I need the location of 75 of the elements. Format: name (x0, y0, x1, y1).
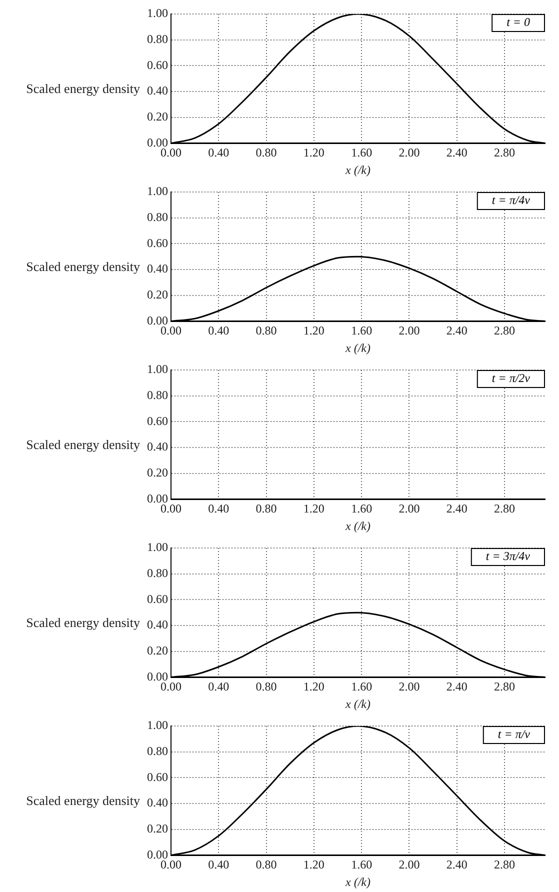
x-tick-label: 2.40 (446, 680, 468, 694)
y-axis-title: Scaled energy density (25, 259, 141, 275)
y-tick-label: 0.40 (147, 618, 168, 632)
x-tick-label: 2.00 (398, 858, 420, 872)
y-tick-label: 0.60 (147, 770, 168, 784)
y-tick-label: 0.40 (147, 796, 168, 810)
x-axis-title: x (/k) (344, 874, 370, 889)
x-axis-title: x (/k) (344, 518, 370, 533)
x-tick-label: 0.80 (256, 680, 277, 694)
y-tick-label: 0.60 (147, 58, 168, 72)
y-axis-title: Scaled energy density (25, 615, 141, 631)
x-tick-label: 1.60 (351, 146, 372, 160)
y-tick-label: 0.60 (147, 592, 168, 606)
x-axis-title: x (/k) (344, 162, 370, 177)
x-axis-title: x (/k) (344, 696, 370, 711)
text: t = π/2v (492, 371, 531, 386)
x-tick-label: 1.20 (303, 324, 324, 338)
x-tick-label: 0.40 (208, 324, 230, 338)
y-tick-label: 0.80 (147, 744, 168, 758)
x-tick-label: 0.80 (256, 858, 277, 872)
y-tick-label: 1.00 (147, 362, 168, 376)
y-axis-title: Scaled energy density (25, 81, 141, 97)
x-tick-label: 0.80 (256, 502, 277, 516)
y-tick-label: 0.20 (147, 288, 168, 302)
x-tick-label: 1.20 (303, 502, 324, 516)
y-tick-label: 1.00 (147, 6, 168, 20)
x-tick-label: 2.00 (398, 502, 420, 516)
x-axis-title: x (/k) (344, 340, 370, 355)
y-tick-label: 0.80 (147, 32, 168, 46)
x-tick-label: 2.80 (494, 146, 516, 160)
x-tick-label: 1.60 (351, 502, 372, 516)
text: t = π/v (498, 727, 531, 742)
y-tick-label: 0.80 (147, 210, 168, 224)
x-tick-label: 1.60 (351, 858, 372, 872)
x-tick-label: 1.60 (351, 324, 372, 338)
x-tick-label: 2.80 (494, 502, 516, 516)
text: t = 3π/4v (486, 549, 531, 564)
x-tick-label: 2.80 (494, 680, 516, 694)
x-tick-label: 1.20 (303, 680, 324, 694)
y-tick-label: 0.40 (147, 84, 168, 98)
y-tick-label: 1.00 (147, 184, 168, 198)
y-tick-label: 0.40 (147, 440, 168, 454)
x-tick-label: 0.80 (256, 146, 277, 160)
x-tick-label: 0.40 (208, 858, 230, 872)
x-tick-label: 2.40 (446, 502, 468, 516)
x-tick-label: 1.20 (303, 858, 324, 872)
y-axis-title: Scaled energy density (25, 437, 141, 453)
text: t = π/4v (492, 193, 531, 208)
y-tick-label: 0.80 (147, 566, 168, 580)
x-tick-label: 2.00 (398, 324, 420, 338)
x-tick-label: 0.40 (208, 146, 230, 160)
text: t = 0 (506, 15, 530, 30)
y-tick-label: 0.20 (147, 822, 168, 836)
y-tick-label: 0.40 (147, 262, 168, 276)
x-tick-label: 2.00 (398, 146, 420, 160)
y-tick-label: 0.20 (147, 466, 168, 480)
y-tick-label: 1.00 (147, 540, 168, 554)
x-tick-label: 0.40 (208, 680, 230, 694)
x-tick-label: 2.80 (494, 324, 516, 338)
y-tick-label: 0.20 (147, 110, 168, 124)
x-tick-label: 2.00 (398, 680, 420, 694)
y-tick-label: 0.60 (147, 236, 168, 250)
x-tick-label: 2.40 (446, 324, 468, 338)
y-tick-label: 0.60 (147, 414, 168, 428)
x-tick-label: 1.60 (351, 680, 372, 694)
y-tick-label: 0.80 (147, 388, 168, 402)
x-tick-label: 0.40 (208, 502, 230, 516)
y-tick-label: 1.00 (147, 718, 168, 732)
x-tick-label: 1.20 (303, 146, 324, 160)
y-axis-title: Scaled energy density (25, 793, 141, 809)
x-tick-label: 2.80 (494, 858, 516, 872)
x-tick-label: 2.40 (446, 146, 468, 160)
x-tick-label: 0.80 (256, 324, 277, 338)
y-tick-label: 0.20 (147, 644, 168, 658)
x-tick-label: 2.40 (446, 858, 468, 872)
